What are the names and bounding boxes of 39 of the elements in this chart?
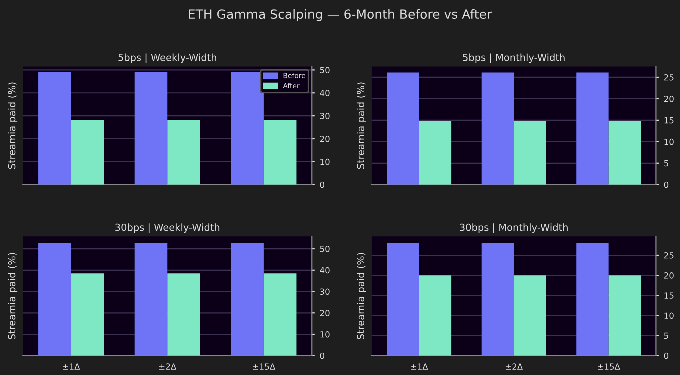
y-tick-label: 20 [320,310,330,316]
y-tick-label: 30 [320,288,330,296]
y-tick-label: 10 [664,312,674,320]
x-tick-label: ±2Δ [506,364,524,370]
y-tick-label: 40 [320,90,330,96]
y-tick-label: 25 [664,74,674,81]
y-tick-label: 40 [320,267,330,274]
y-tick-label: 15 [664,292,674,299]
y-tick-label: 50 [320,246,330,252]
x-tick-label: ±2Δ [160,364,177,370]
text: ETH Gamma Scalping — 6-Month Before vs After [189,9,492,22]
y-tick-label: 5 [664,160,668,167]
y-tick-label: 20 [320,136,330,142]
y-tick-label: 30 [320,113,330,120]
x-tick-label: ±1Δ [411,364,428,370]
y-tick-label: 0 [664,352,669,360]
y-tick-label: 10 [320,158,330,166]
y-axis-title: Streamia paid (%) [356,253,366,340]
y-tick-label: 0 [664,182,669,188]
y-axis-title: Streamia paid (%) [356,82,366,170]
y-tick-label: 10 [320,331,330,338]
y-tick-label: 20 [664,96,674,102]
x-tick-label: ±1Δ [63,364,80,370]
y-tick-label: 0 [320,352,325,360]
y-tick-label: 15 [664,118,674,124]
y-tick-label: 10 [664,138,674,146]
chart-title: 30bps | Weekly-Width [116,224,220,234]
x-tick-label: ±15Δ [253,364,276,370]
y-axis-title: Streamia paid (%) [8,253,18,340]
y-tick-label: 50 [320,67,330,74]
y-axis-title: Streamia paid (%) [8,82,18,170]
chart-title: 5bps | Monthly-Width [463,54,565,64]
chart-title: 30bps | Monthly-Width [460,224,568,234]
x-tick-label: ±15Δ [598,364,620,370]
chart-title: 5bps | Weekly-Width [118,54,216,64]
y-tick-label: 0 [320,182,325,188]
y-tick-label: 25 [664,252,674,259]
y-tick-label: 5 [664,332,668,340]
y-tick-label: 20 [664,272,674,279]
